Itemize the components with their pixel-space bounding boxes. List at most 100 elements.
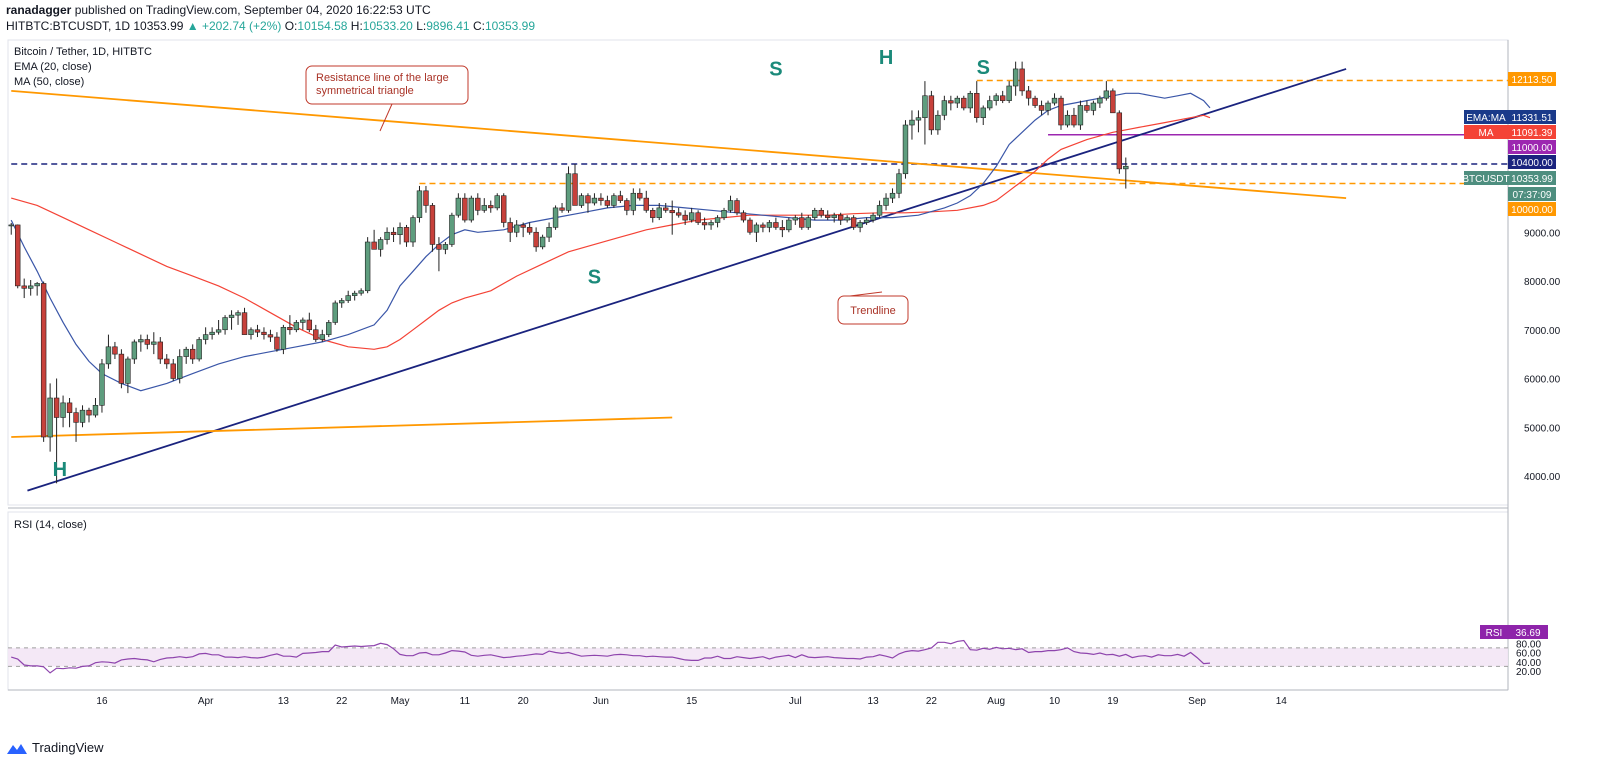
candle[interactable] <box>948 95 954 111</box>
candle[interactable] <box>293 320 300 333</box>
candle[interactable] <box>604 195 611 208</box>
candle[interactable] <box>364 237 371 294</box>
candle[interactable] <box>449 212 455 247</box>
candle[interactable] <box>287 315 293 335</box>
candle[interactable] <box>1038 100 1045 116</box>
candle[interactable] <box>507 217 513 242</box>
candle[interactable] <box>818 207 824 218</box>
candle[interactable] <box>766 220 773 233</box>
candle[interactable] <box>306 312 313 333</box>
candle[interactable] <box>650 207 656 223</box>
candle[interactable] <box>274 332 280 352</box>
candle[interactable] <box>27 280 34 296</box>
candle[interactable] <box>326 320 332 338</box>
candle[interactable] <box>384 227 390 245</box>
candle[interactable] <box>643 190 649 213</box>
candle[interactable] <box>682 210 688 225</box>
candle[interactable] <box>189 344 196 364</box>
candle[interactable] <box>928 90 935 135</box>
candle[interactable] <box>144 334 151 350</box>
candle[interactable] <box>481 198 487 213</box>
candle[interactable] <box>1097 95 1103 108</box>
candle[interactable] <box>915 110 922 133</box>
candle[interactable] <box>675 207 682 218</box>
candle[interactable] <box>987 95 993 111</box>
candle[interactable] <box>1123 157 1129 189</box>
candle[interactable] <box>1090 100 1097 116</box>
candle[interactable] <box>261 327 267 340</box>
candle[interactable] <box>501 193 507 228</box>
candle[interactable] <box>980 105 986 126</box>
candle[interactable] <box>630 188 637 216</box>
candle[interactable] <box>883 193 889 211</box>
candle[interactable] <box>86 407 92 423</box>
candle[interactable] <box>202 327 209 345</box>
candle[interactable] <box>876 200 883 218</box>
candle[interactable] <box>922 81 928 145</box>
candle[interactable] <box>637 188 643 201</box>
candle[interactable] <box>967 90 973 113</box>
candle[interactable] <box>397 222 403 245</box>
candle[interactable] <box>663 203 669 213</box>
candle[interactable] <box>462 193 468 223</box>
candle[interactable] <box>313 324 319 342</box>
candle[interactable] <box>15 224 21 289</box>
candle[interactable] <box>850 215 857 230</box>
candle[interactable] <box>280 324 287 355</box>
candle[interactable] <box>559 203 565 213</box>
candle[interactable] <box>429 203 436 252</box>
candle[interactable] <box>526 222 533 235</box>
candle[interactable] <box>468 195 475 223</box>
candle[interactable] <box>170 359 176 381</box>
candle[interactable] <box>105 334 112 369</box>
candle[interactable] <box>157 337 163 364</box>
candle[interactable] <box>585 193 591 213</box>
candle[interactable] <box>669 200 675 235</box>
candle[interactable] <box>241 307 248 335</box>
candle[interactable] <box>131 339 138 364</box>
candle[interactable] <box>611 193 617 208</box>
candle[interactable] <box>1051 93 1058 106</box>
candle[interactable] <box>332 300 338 325</box>
candle[interactable] <box>1084 100 1090 113</box>
candle[interactable] <box>753 222 760 243</box>
candle[interactable] <box>209 327 215 340</box>
candle[interactable] <box>727 195 734 213</box>
candle[interactable] <box>351 290 358 301</box>
candle[interactable] <box>1025 86 1032 106</box>
candle[interactable] <box>1006 81 1012 104</box>
candle[interactable] <box>8 222 14 235</box>
candle[interactable] <box>941 95 948 121</box>
candle[interactable] <box>857 220 863 233</box>
candle[interactable] <box>844 215 850 223</box>
candle[interactable] <box>1019 61 1025 96</box>
candle[interactable] <box>475 193 481 216</box>
candle[interactable] <box>92 398 99 418</box>
candle[interactable] <box>66 398 73 428</box>
candle[interactable] <box>740 210 747 223</box>
candle[interactable] <box>624 198 630 216</box>
candle[interactable] <box>825 210 831 221</box>
candle[interactable] <box>1058 95 1064 130</box>
candle[interactable] <box>688 207 695 223</box>
candle[interactable] <box>436 237 442 272</box>
candle[interactable] <box>371 229 377 250</box>
candle[interactable] <box>403 224 410 247</box>
candle[interactable] <box>520 222 526 238</box>
candle[interactable] <box>935 110 941 135</box>
candle[interactable] <box>812 207 818 221</box>
candle[interactable] <box>695 210 701 225</box>
candle[interactable] <box>1071 107 1077 128</box>
candle[interactable] <box>1077 100 1084 130</box>
candle[interactable] <box>701 217 708 230</box>
candle[interactable] <box>773 217 779 230</box>
candle[interactable] <box>300 317 306 330</box>
candle[interactable] <box>786 217 792 233</box>
candle[interactable] <box>455 193 462 218</box>
candle[interactable] <box>909 110 915 140</box>
candle[interactable] <box>714 215 721 228</box>
candle[interactable] <box>870 212 876 223</box>
candle[interactable] <box>805 215 811 230</box>
candle[interactable] <box>53 378 60 484</box>
candle[interactable] <box>254 324 261 338</box>
